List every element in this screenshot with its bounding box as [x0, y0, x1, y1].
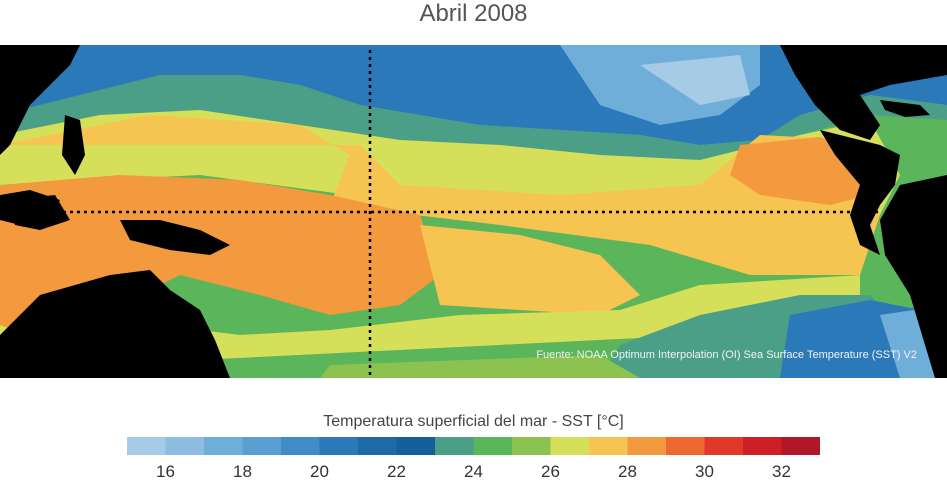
colorbar-tick-label: 22 — [387, 462, 406, 481]
colorbar-swatch — [550, 437, 590, 455]
new-guinea-island — [120, 220, 230, 255]
warm-band — [0, 115, 880, 275]
colorbar-swatch — [666, 437, 705, 455]
asia-landmass — [0, 45, 80, 155]
colorbar-tick-label: 20 — [310, 462, 329, 481]
colorbar-swatch — [281, 437, 320, 455]
colorbar — [127, 437, 820, 455]
north-pacific-pale-2 — [640, 55, 750, 105]
south-warm-band — [420, 225, 640, 315]
colorbar-tick-label: 24 — [464, 462, 483, 481]
borneo-island — [10, 195, 70, 230]
map-title: Abril 2008 — [419, 0, 528, 27]
colorbar-swatch — [435, 437, 474, 455]
south-america-landmass — [880, 175, 947, 378]
philippines-island — [62, 115, 85, 175]
colorbar-swatch — [781, 437, 820, 455]
colorbar-swatch — [627, 437, 667, 455]
sst-map — [0, 45, 947, 378]
data-source-note: Fuente: NOAA Optimum Interpolation (OI) … — [536, 349, 917, 361]
south-west-cool — [320, 355, 640, 378]
north-america-landmass — [780, 45, 947, 140]
colorbar-tick-label: 28 — [618, 462, 637, 481]
north-teal-band — [0, 75, 947, 160]
colorbar-tick-label: 16 — [156, 462, 175, 481]
central-america-landmass — [820, 130, 900, 255]
caribbean-islands — [880, 100, 930, 117]
colorbar-swatch — [127, 437, 166, 455]
colorbar-swatch — [704, 437, 744, 455]
colorbar-swatch — [204, 437, 243, 455]
colorbar-swatch — [396, 437, 436, 455]
colorbar-tick-label: 30 — [695, 462, 714, 481]
colorbar-swatch — [743, 437, 782, 455]
colorbar-swatch — [589, 437, 628, 455]
colorbar-swatch — [242, 437, 282, 455]
colorbar-ticks: 16 18 20 22 24 26 28 30 32 — [0, 462, 947, 481]
colorbar-swatch — [319, 437, 359, 455]
colorbar-tick-label: 18 — [233, 462, 252, 481]
colorbar-label: Temperatura superficial del mar - SST [°… — [323, 413, 624, 430]
colorbar-swatch — [358, 437, 397, 455]
colorbar-swatch — [165, 437, 205, 455]
colorbar-tick-label: 32 — [772, 462, 791, 481]
colorbar-tick-label: 26 — [541, 462, 560, 481]
colorbar-swatch — [512, 437, 551, 455]
australia-landmass — [0, 270, 230, 378]
colorbar-swatch — [473, 437, 513, 455]
